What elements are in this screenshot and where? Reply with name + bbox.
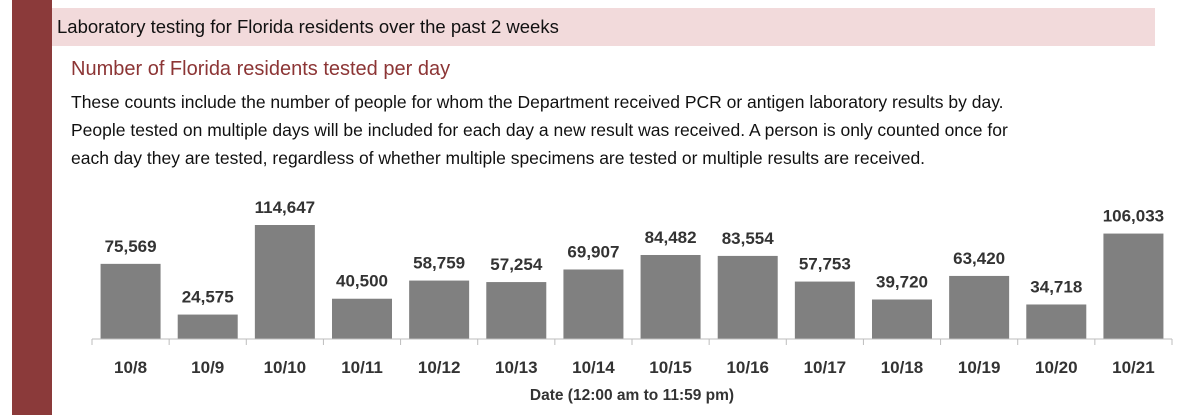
bar-10-21: [1103, 233, 1164, 339]
header-band: Laboratory testing for Florida residents…: [52, 8, 1155, 46]
value-label-10-14: 69,907: [567, 242, 619, 261]
value-label-10-20: 34,718: [1030, 277, 1082, 296]
header-title: Laboratory testing for Florida residents…: [57, 16, 559, 37]
description-line-2: People tested on multiple days will be i…: [71, 120, 1008, 140]
value-label-10-21: 106,033: [1103, 207, 1164, 226]
bar-10-18: [872, 299, 932, 339]
category-label-10-21: 10/21: [1112, 358, 1155, 377]
value-label-10-10: 114,647: [255, 198, 316, 217]
value-label-10-17: 57,753: [799, 255, 851, 274]
category-label-10-20: 10/20: [1035, 358, 1078, 377]
chart-description: These counts include the number of peopl…: [71, 88, 1161, 172]
x-ticks-group: [91, 339, 1173, 345]
bar-10-16: [717, 255, 778, 339]
category-label-10-17: 10/17: [804, 358, 847, 377]
bars-group: [100, 225, 1164, 339]
x-axis-label: Date (12:00 am to 11:59 pm): [530, 387, 734, 404]
chart-subtitle: Number of Florida residents tested per d…: [71, 58, 451, 80]
value-label-10-19: 63,420: [953, 249, 1005, 268]
value-labels-group: 75,569 24,575 114,647 40,500 58,759 57,254 69,…: [105, 198, 1165, 307]
category-label-10-16: 10/16: [726, 358, 769, 377]
category-label-10-13: 10/13: [495, 358, 538, 377]
value-label-10-8: 75,569: [105, 237, 157, 256]
value-label-10-18: 39,720: [876, 273, 928, 292]
category-label-10-18: 10/18: [881, 358, 924, 377]
category-label-10-12: 10/12: [418, 358, 461, 377]
bar-10-10: [254, 225, 315, 339]
bar-10-9: [177, 314, 238, 339]
bar-10-20: [1026, 304, 1087, 339]
description-line-1: These counts include the number of peopl…: [71, 92, 1004, 112]
category-label-10-10: 10/10: [264, 358, 307, 377]
bar-10-12: [409, 280, 470, 339]
value-label-10-16: 83,554: [722, 229, 775, 248]
left-accent-bar: [12, 0, 52, 415]
value-label-10-15: 84,482: [645, 228, 697, 247]
bar-10-11: [332, 298, 392, 339]
category-label-10-15: 10/15: [649, 358, 692, 377]
value-label-10-13: 57,254: [490, 255, 543, 274]
bar-10-15: [640, 254, 701, 339]
bar-10-13: [486, 282, 547, 339]
category-label-10-19: 10/19: [958, 358, 1001, 377]
bar-10-19: [949, 275, 1010, 339]
bar-10-14: [563, 269, 624, 339]
category-label-10-9: 10/9: [191, 358, 224, 377]
bar-10-8: [100, 263, 161, 339]
category-label-10-14: 10/14: [572, 358, 615, 377]
category-label-10-11: 10/11: [341, 358, 383, 377]
value-label-10-12: 58,759: [413, 254, 465, 273]
bar-10-17: [794, 281, 855, 339]
value-label-10-11: 40,500: [336, 272, 388, 291]
category-label-10-8: 10/8: [114, 358, 147, 377]
description-line-3: each day they are tested, regardless of …: [71, 148, 926, 168]
value-label-10-9: 24,575: [182, 288, 234, 307]
category-labels-group: 10/8 10/9 10/10 10/11 10/12 10/13 10/14 10/15 10…: [114, 358, 1155, 377]
